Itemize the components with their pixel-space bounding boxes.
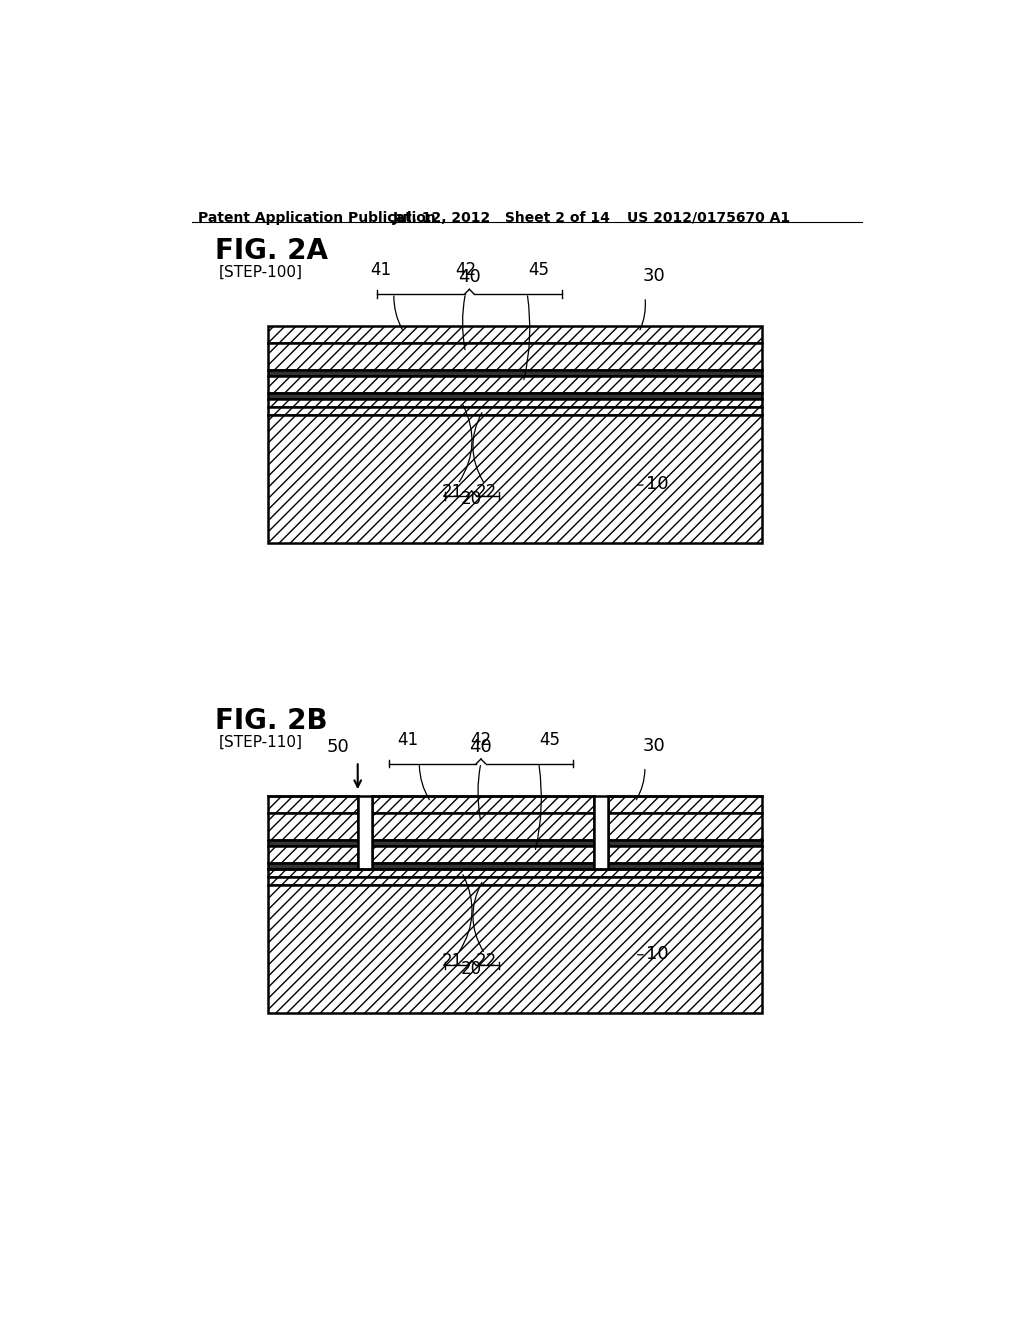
Bar <box>267 407 762 414</box>
Text: [STEP-110]: [STEP-110] <box>219 734 303 750</box>
Text: 40: 40 <box>470 738 493 756</box>
Text: 40: 40 <box>458 268 480 286</box>
Bar <box>267 326 762 343</box>
Bar <box>267 840 357 846</box>
Text: FIG. 2A: FIG. 2A <box>215 238 329 265</box>
Bar <box>267 796 357 813</box>
Text: Jul. 12, 2012   Sheet 2 of 14: Jul. 12, 2012 Sheet 2 of 14 <box>392 211 610 224</box>
Bar <box>608 846 762 863</box>
Text: [STEP-100]: [STEP-100] <box>219 264 303 280</box>
Text: 41: 41 <box>371 261 391 280</box>
Bar <box>594 796 608 869</box>
Text: 50: 50 <box>327 738 349 756</box>
Bar <box>267 863 357 869</box>
Text: 42: 42 <box>455 261 476 280</box>
Text: 30: 30 <box>643 268 666 285</box>
Bar <box>267 376 762 393</box>
Bar <box>608 796 762 813</box>
Bar <box>267 846 357 863</box>
Text: 45: 45 <box>540 731 561 748</box>
Bar <box>372 840 594 846</box>
Bar <box>267 370 762 376</box>
Text: 20: 20 <box>461 490 482 508</box>
Text: US 2012/0175670 A1: US 2012/0175670 A1 <box>628 211 791 224</box>
Text: 22: 22 <box>476 483 497 500</box>
Text: 42: 42 <box>470 731 492 748</box>
Bar <box>357 796 372 869</box>
Bar <box>267 884 762 1014</box>
Bar <box>608 813 762 840</box>
Bar <box>267 400 762 407</box>
Text: 20: 20 <box>461 960 482 978</box>
Text: 30: 30 <box>643 737 666 755</box>
Text: FIG. 2B: FIG. 2B <box>215 706 328 735</box>
Text: 45: 45 <box>528 261 549 280</box>
Bar <box>608 863 762 869</box>
Bar <box>267 414 762 544</box>
Bar <box>372 813 594 840</box>
Bar <box>267 876 762 884</box>
Bar <box>267 393 762 400</box>
Bar <box>372 846 594 863</box>
Text: 10: 10 <box>646 475 669 494</box>
Bar <box>267 343 762 370</box>
Bar <box>267 813 357 840</box>
Text: Patent Application Publication: Patent Application Publication <box>199 211 436 224</box>
Text: 21: 21 <box>441 952 463 970</box>
Text: 41: 41 <box>397 731 419 748</box>
Bar <box>372 796 594 813</box>
Text: 22: 22 <box>476 952 497 970</box>
Text: 10: 10 <box>646 945 669 962</box>
Bar <box>608 840 762 846</box>
Bar <box>267 869 762 876</box>
Text: 21: 21 <box>441 483 463 500</box>
Bar <box>372 863 594 869</box>
